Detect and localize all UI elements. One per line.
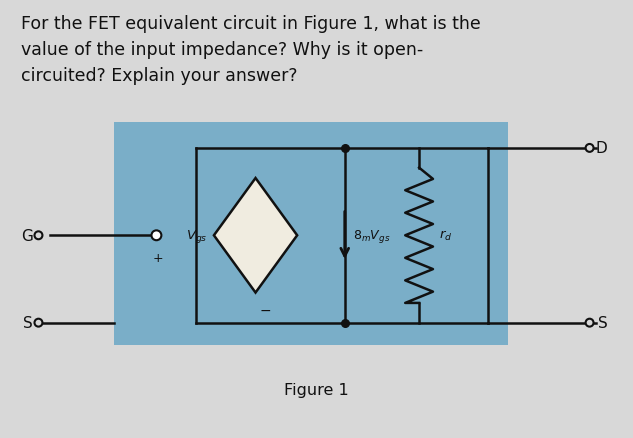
Circle shape — [34, 319, 42, 327]
Text: S: S — [23, 315, 32, 330]
Bar — [114, 123, 508, 346]
Text: $V_{gs}$: $V_{gs}$ — [186, 227, 208, 244]
Text: G: G — [21, 228, 32, 243]
Circle shape — [34, 232, 42, 240]
Text: S: S — [598, 315, 608, 330]
Text: D: D — [596, 141, 608, 156]
Circle shape — [151, 231, 161, 240]
Text: $r_d$: $r_d$ — [439, 229, 452, 243]
Text: For the FET equivalent circuit in Figure 1, what is the
value of the input imped: For the FET equivalent circuit in Figure… — [21, 14, 480, 85]
Text: Figure 1: Figure 1 — [284, 382, 348, 397]
Circle shape — [586, 145, 594, 152]
Text: −: − — [260, 303, 271, 317]
Text: $8_mV_{gs}$: $8_mV_{gs}$ — [353, 227, 390, 244]
Polygon shape — [214, 179, 297, 293]
Circle shape — [586, 319, 594, 327]
Text: +: + — [153, 251, 164, 265]
